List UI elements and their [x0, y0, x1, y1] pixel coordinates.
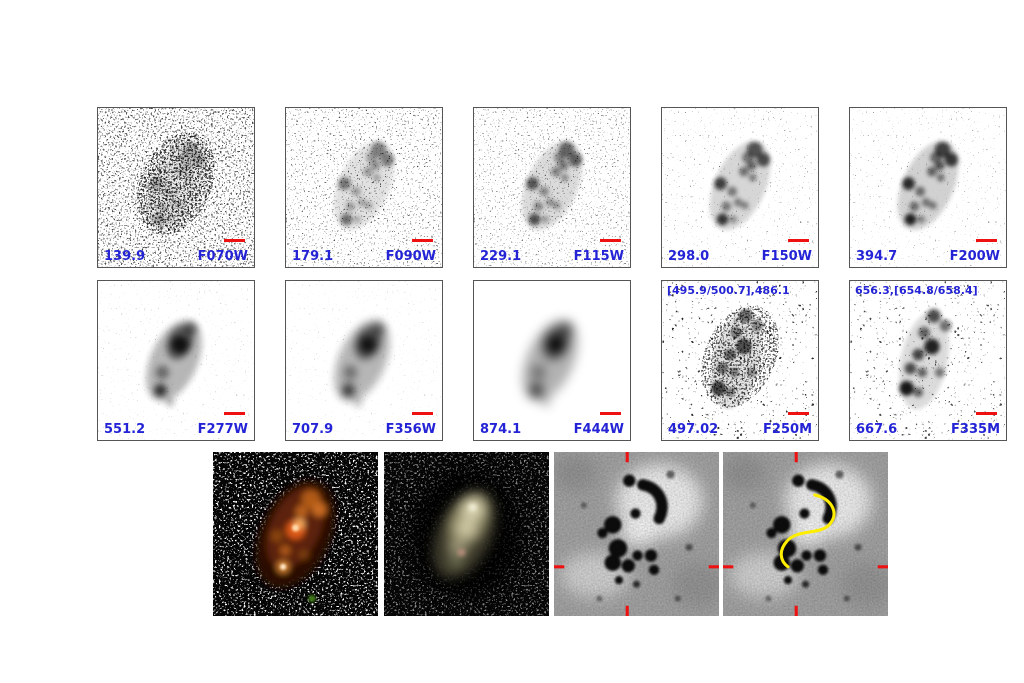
scale-bar [976, 412, 997, 415]
wavelength-label: 874.1 [480, 422, 522, 437]
rgb-composite-noisy-panel [213, 452, 378, 616]
galaxy-cutout-f277w [98, 281, 254, 440]
filter-label: F356W [385, 422, 436, 437]
filter-label: F200W [949, 249, 1000, 264]
filter-panel-f356w: 707.9 F356W [285, 280, 443, 441]
galaxy-cutout-f150w [662, 108, 818, 267]
filter-label: F277W [197, 422, 248, 437]
scale-bar [224, 412, 245, 415]
wavelength-label: 298.0 [668, 249, 710, 264]
filter-panel-f090w: 179.1 F090W [285, 107, 443, 268]
filter-label: F335M [951, 422, 1000, 437]
wavelength-label: 551.2 [104, 422, 146, 437]
filter-panel-f070w: 139.9 F070W [97, 107, 255, 268]
filter-panel-f335m: 656.3,[654.8/658.4] 667.6 F335M [849, 280, 1007, 441]
galaxy-cutout-f090w [286, 108, 442, 267]
filter-panel-f200w: 394.7 F200W [849, 107, 1007, 268]
line-ratio-label: 656.3,[654.8/658.4] [855, 284, 978, 297]
wavelength-label: 139.9 [104, 249, 146, 264]
scale-bar [788, 412, 809, 415]
filter-panel-f277w: 551.2 F277W [97, 280, 255, 441]
filter-panel-f150w: 298.0 F150W [661, 107, 819, 268]
filter-label: F090W [385, 249, 436, 264]
residual-map-image [554, 452, 719, 616]
filter-label: F150W [761, 249, 812, 264]
scale-bar [412, 239, 433, 242]
spiral-arm-curve [779, 493, 836, 569]
residual-map-annotated-panel [723, 452, 888, 616]
scale-bar [412, 412, 433, 415]
wavelength-label: 179.1 [292, 249, 334, 264]
filter-label: F070W [197, 249, 248, 264]
rgb-composite-noisy-image [213, 452, 378, 616]
wavelength-label: 707.9 [292, 422, 334, 437]
rgb-composite-smooth-image [384, 452, 549, 616]
wavelength-label: 394.7 [856, 249, 898, 264]
residual-map-annotated-image [723, 452, 888, 616]
galaxy-cutout-f335m [850, 281, 1006, 440]
scale-bar [788, 239, 809, 242]
galaxy-cutout-f250m [662, 281, 818, 440]
galaxy-cutout-f444w [510, 310, 590, 411]
galaxy-cutout-f356w [286, 281, 442, 440]
filter-panel-f444w: 874.1 F444W [473, 280, 631, 441]
scale-bar [976, 239, 997, 242]
galaxy-cutout-f115w [474, 108, 630, 267]
rgb-composite-smooth-panel [384, 452, 549, 616]
scale-bar [600, 239, 621, 242]
wavelength-label: 229.1 [480, 249, 522, 264]
galaxy-cutout-f070w [98, 108, 254, 267]
wavelength-label: 497.02 [668, 422, 719, 437]
wavelength-label: 667.6 [856, 422, 898, 437]
scale-bar [600, 412, 621, 415]
scale-bar [224, 239, 245, 242]
filter-label: F444W [573, 422, 624, 437]
filter-label: F250M [763, 422, 812, 437]
galaxy-cutout-f200w [850, 108, 1006, 267]
filter-panel-f115w: 229.1 F115W [473, 107, 631, 268]
filter-panel-f250m: [495.9/500.7],486.1 497.02 F250M [661, 280, 819, 441]
residual-map-panel [554, 452, 719, 616]
filter-label: F115W [573, 249, 624, 264]
line-ratio-label: [495.9/500.7],486.1 [667, 284, 790, 297]
